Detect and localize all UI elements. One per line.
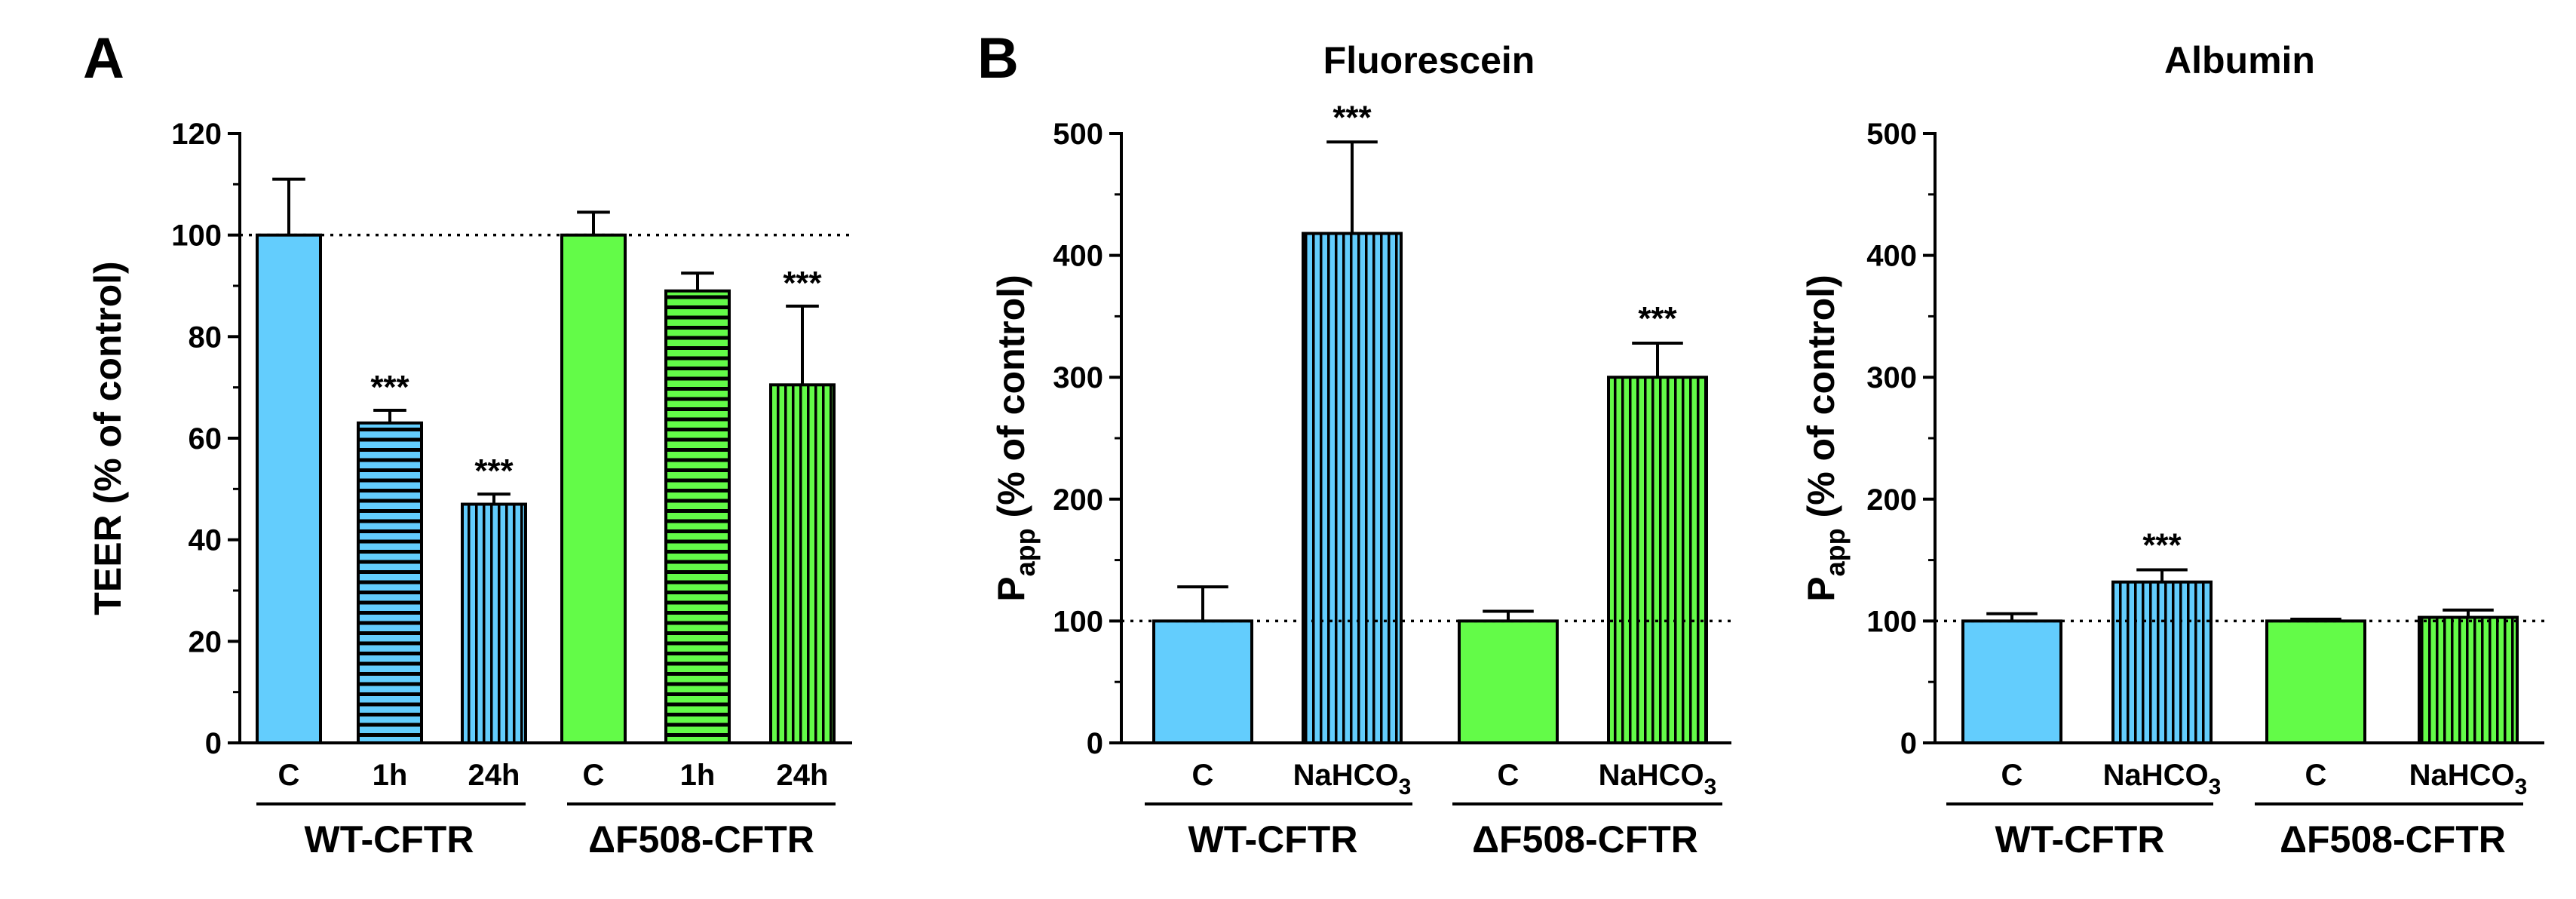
x-tick-label: NaHCO3 — [2409, 759, 2528, 799]
x-tick-label: 1h — [680, 759, 716, 792]
bar — [1458, 619, 1559, 745]
y-axis-label: TEER (% of control) — [87, 261, 129, 615]
x-tick-label: C — [1192, 759, 1214, 792]
bar — [256, 233, 322, 744]
group-label: ΔF508-CFTR — [2280, 818, 2506, 861]
y-axis-label: Papp (% of control) — [990, 275, 1041, 601]
group-label: ΔF508-CFTR — [588, 818, 814, 861]
y-tick-label: 100 — [171, 219, 222, 253]
y-tick-label: 0 — [1900, 727, 1917, 760]
x-tick-label: NaHCO3 — [1599, 759, 1717, 799]
y-tick-label: 500 — [1053, 118, 1103, 151]
bar — [2111, 580, 2213, 744]
bar — [560, 233, 627, 744]
significance-label: *** — [783, 265, 822, 302]
bar — [357, 421, 423, 744]
x-tick-label: C — [583, 759, 605, 792]
panel-letter: A — [83, 26, 124, 91]
x-tick-label: NaHCO3 — [2103, 759, 2222, 799]
y-tick-label: 0 — [205, 727, 222, 760]
bar — [1152, 619, 1253, 745]
significance-label: *** — [1638, 300, 1677, 337]
y-tick-label: 100 — [1866, 605, 1917, 638]
significance-label: *** — [370, 369, 409, 406]
bar — [461, 502, 527, 744]
y-tick-label: 400 — [1866, 240, 1917, 273]
y-tick-label: 300 — [1053, 361, 1103, 394]
y-tick-label: 60 — [189, 422, 222, 456]
chart-title: Albumin — [2164, 39, 2315, 81]
y-tick-label: 500 — [1866, 118, 1917, 151]
y-tick-label: 200 — [1053, 483, 1103, 517]
y-tick-label: 100 — [1053, 605, 1103, 638]
y-tick-label: 20 — [189, 625, 222, 658]
y-axis-label: Papp (% of control) — [1800, 275, 1851, 601]
chart-panel-1: A 0 20 40 60 80 100 120 TEER (% of control) C *** 1… — [83, 26, 852, 861]
x-tick-label: C — [1498, 759, 1520, 792]
y-tick-label: 200 — [1866, 483, 1917, 517]
chart-panel-2: B Fluorescein 0 100 200 300 400 500 Papp (% of c… — [977, 26, 1731, 861]
significance-label: *** — [1332, 99, 1372, 136]
x-tick-label: 1h — [373, 759, 408, 792]
bar — [2418, 615, 2519, 744]
y-tick-label: 40 — [189, 524, 222, 557]
group-label: WT-CFTR — [1188, 818, 1358, 861]
y-tick-label: 80 — [189, 321, 222, 354]
significance-label: *** — [474, 453, 514, 489]
y-tick-label: 120 — [171, 118, 222, 151]
bar — [1302, 232, 1403, 744]
x-tick-label: NaHCO3 — [1293, 759, 1412, 799]
chart-title: Fluorescein — [1323, 39, 1535, 81]
group-label: WT-CFTR — [1995, 818, 2165, 861]
x-tick-label: C — [278, 759, 300, 792]
group-label: ΔF508-CFTR — [1472, 818, 1698, 861]
x-tick-label: 24h — [777, 759, 829, 792]
bar — [664, 289, 731, 744]
x-tick-label: C — [2305, 759, 2327, 792]
y-tick-label: 300 — [1866, 361, 1917, 394]
bar — [1607, 376, 1708, 744]
bar — [769, 383, 836, 744]
significance-label: *** — [2142, 527, 2182, 564]
y-tick-label: 400 — [1053, 240, 1103, 273]
chart-panel-3: Albumin 0 100 200 300 400 500 Papp (% of contro… — [1800, 39, 2544, 861]
bar — [2265, 619, 2366, 745]
group-label: WT-CFTR — [305, 818, 474, 861]
panel-letter: B — [977, 26, 1019, 91]
x-tick-label: C — [2001, 759, 2023, 792]
bar — [1961, 619, 2062, 745]
x-tick-label: 24h — [468, 759, 520, 792]
y-tick-label: 0 — [1087, 727, 1103, 760]
